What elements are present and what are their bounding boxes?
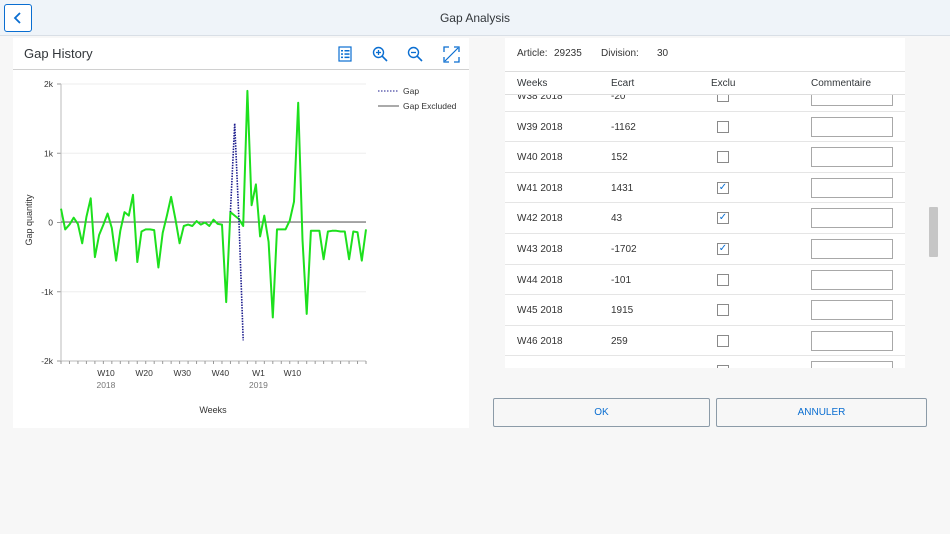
exclu-checkbox[interactable] bbox=[717, 273, 729, 286]
x-tick-label: W20 bbox=[135, 368, 153, 378]
gap-table-panel: Article: 29235 Division: 30 W38 2018 -20 W… bbox=[505, 38, 905, 368]
ecart-cell: -20 bbox=[611, 91, 626, 102]
ecart-cell: -101 bbox=[611, 274, 632, 286]
table-row: W41 2018 1431 ✓ bbox=[505, 173, 905, 204]
y-tick-label: 0 bbox=[48, 218, 53, 228]
table-row: W43 2018 -1702 ✓ bbox=[505, 234, 905, 265]
week-cell: W41 2018 bbox=[517, 182, 563, 194]
column-weeks[interactable]: Weeks bbox=[517, 78, 548, 89]
y-tick-label: 1k bbox=[44, 148, 54, 158]
column-exclu[interactable]: Exclu bbox=[711, 78, 736, 89]
app-title: Gap Analysis bbox=[439, 11, 511, 25]
series-gap-excluded-line bbox=[60, 89, 367, 319]
chart-panel: Gap History bbox=[13, 38, 469, 428]
exclu-checkbox[interactable] bbox=[717, 304, 729, 317]
fullscreen-button[interactable] bbox=[440, 43, 462, 65]
zoom-in-button[interactable] bbox=[369, 43, 391, 65]
legend-list-icon bbox=[338, 46, 352, 62]
division-label: Division: bbox=[601, 48, 639, 59]
article-label: Article: bbox=[517, 48, 548, 59]
ecart-cell: 1431 bbox=[611, 182, 634, 194]
week-cell: W45 2018 bbox=[517, 305, 563, 317]
zoom-out-icon bbox=[407, 46, 423, 62]
week-cell: W40 2018 bbox=[517, 152, 563, 164]
comment-input[interactable] bbox=[811, 330, 893, 351]
exclu-checkbox[interactable] bbox=[717, 334, 729, 347]
ecart-cell: -1162 bbox=[611, 121, 636, 133]
comment-input[interactable] bbox=[811, 147, 893, 168]
exclu-checkbox[interactable]: ✓ bbox=[717, 242, 729, 255]
chevron-left-icon bbox=[13, 12, 21, 24]
week-cell: W46 2018 bbox=[517, 335, 563, 347]
y-tick-label: 2k bbox=[44, 79, 54, 89]
ecart-cell: 152 bbox=[611, 152, 628, 164]
column-ecart[interactable]: Ecart bbox=[611, 78, 635, 89]
table-row: W45 2018 1915 bbox=[505, 295, 905, 326]
week-cell: W43 2018 bbox=[517, 243, 563, 255]
zoom-in-icon bbox=[372, 46, 388, 62]
ecart-cell: 43 bbox=[611, 213, 623, 225]
column-commentaire[interactable]: Commentaire bbox=[811, 78, 872, 89]
x-tick-label: W1 bbox=[252, 368, 265, 378]
week-cell: W44 2018 bbox=[517, 274, 563, 286]
table-row: W42 2018 43 ✓ bbox=[505, 203, 905, 234]
back-button[interactable] bbox=[4, 4, 32, 32]
table-scrollbar[interactable] bbox=[928, 42, 938, 368]
table-header: Weeks Ecart Exclu Commentaire bbox=[505, 71, 905, 95]
x-tick-sublabel: 2019 bbox=[249, 380, 268, 390]
exclu-checkbox[interactable]: ✓ bbox=[717, 181, 729, 194]
y-axis-label: Gap quantity bbox=[24, 194, 34, 246]
x-tick-label: W10 bbox=[97, 368, 115, 378]
comment-input[interactable] bbox=[811, 361, 893, 368]
exclu-checkbox[interactable] bbox=[717, 120, 729, 133]
table-row: W44 2018 -101 bbox=[505, 265, 905, 296]
x-tick-sublabel: 2018 bbox=[96, 380, 115, 390]
ok-button[interactable]: OK bbox=[493, 398, 710, 427]
y-tick-label: -2k bbox=[41, 356, 54, 366]
article-info: Article: 29235 Division: 30 bbox=[505, 38, 905, 71]
division-value: 30 bbox=[657, 48, 669, 59]
chart-title: Gap History bbox=[24, 46, 93, 61]
y-tick-label: -1k bbox=[41, 287, 54, 297]
comment-input[interactable] bbox=[811, 177, 893, 198]
exclu-checkbox[interactable]: ✓ bbox=[717, 212, 729, 225]
legend-gap-excluded: Gap Excluded bbox=[403, 101, 457, 111]
chart-legend: Gap Gap Excluded bbox=[378, 86, 457, 111]
table-row: W46 2018 259 bbox=[505, 326, 905, 357]
x-axis-label: Weeks bbox=[199, 405, 227, 415]
app-header: Gap Analysis bbox=[0, 0, 950, 36]
legend-gap: Gap bbox=[403, 86, 419, 96]
table-body: W38 2018 -20 W39 2018 -1162 W40 2018 152 W41 2… bbox=[505, 81, 905, 368]
ecart-cell: 259 bbox=[611, 335, 628, 347]
ecart-cell: 1915 bbox=[611, 305, 634, 317]
comment-input[interactable] bbox=[811, 238, 893, 259]
x-tick-label: W40 bbox=[212, 368, 230, 378]
fullscreen-icon bbox=[442, 45, 460, 63]
x-tick-label: W30 bbox=[173, 368, 191, 378]
table-row: W39 2018 -1162 bbox=[505, 112, 905, 143]
week-cell: W38 2018 bbox=[517, 91, 563, 102]
table-scrollbar-thumb[interactable] bbox=[929, 207, 938, 257]
comment-input[interactable] bbox=[811, 300, 893, 321]
article-value: 29235 bbox=[554, 48, 582, 59]
ecart-cell: -1702 bbox=[611, 243, 637, 255]
x-tick-label: W10 bbox=[284, 368, 302, 378]
exclu-checkbox[interactable] bbox=[717, 365, 729, 368]
gap-history-chart: 2k 1k 0 -1k -2k W10 2018 W20 W30 W40 W1 2019 W10 Ga… bbox=[24, 79, 457, 415]
cancel-button[interactable]: ANNULER bbox=[716, 398, 927, 427]
exclu-checkbox[interactable] bbox=[717, 151, 729, 164]
comment-input[interactable] bbox=[811, 116, 893, 137]
zoom-out-button[interactable] bbox=[404, 43, 426, 65]
week-cell: W39 2018 bbox=[517, 121, 563, 133]
chart-header: Gap History bbox=[13, 38, 469, 70]
legend-toggle-button[interactable] bbox=[334, 43, 356, 65]
week-cell: W42 2018 bbox=[517, 213, 563, 225]
comment-input[interactable] bbox=[811, 269, 893, 290]
table-row: W40 2018 152 bbox=[505, 142, 905, 173]
series-gap-line bbox=[229, 123, 244, 341]
comment-input[interactable] bbox=[811, 208, 893, 229]
table-row bbox=[505, 356, 905, 368]
